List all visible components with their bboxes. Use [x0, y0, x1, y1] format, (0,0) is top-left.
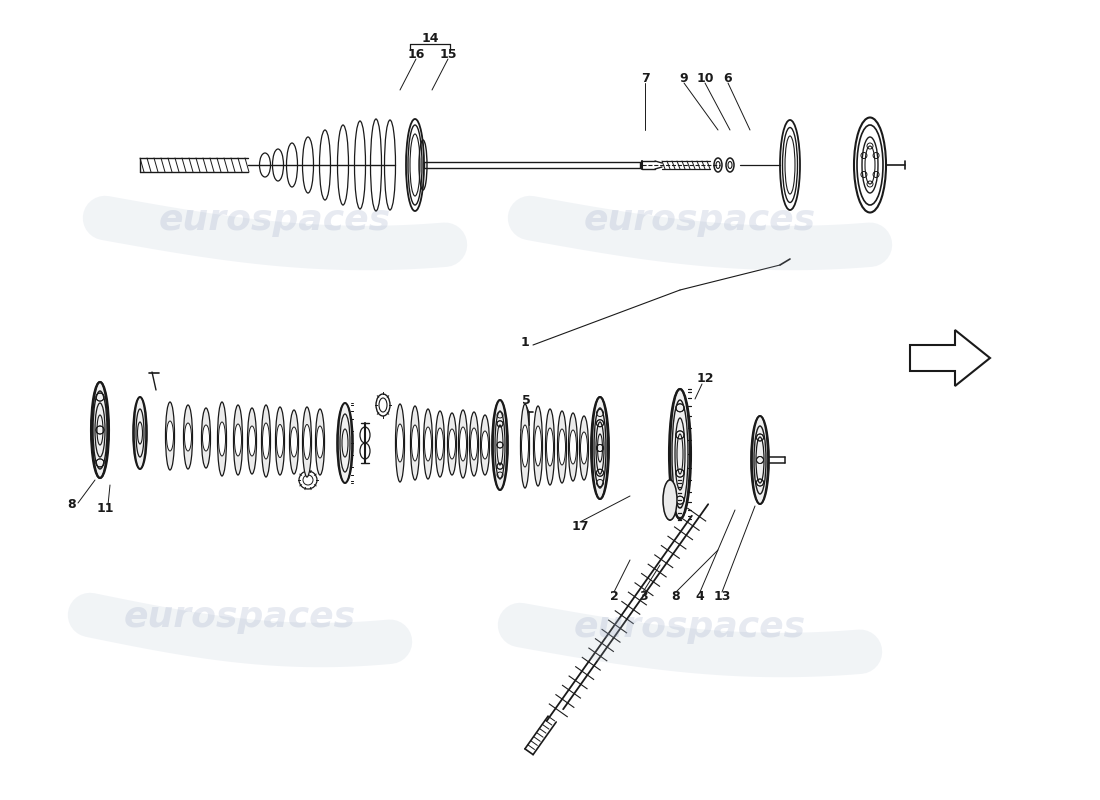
Ellipse shape — [448, 413, 456, 475]
Ellipse shape — [521, 425, 528, 467]
Text: 5: 5 — [521, 394, 530, 406]
Ellipse shape — [410, 406, 419, 480]
Ellipse shape — [569, 413, 578, 481]
Text: 14: 14 — [421, 31, 439, 45]
Ellipse shape — [411, 425, 418, 461]
Ellipse shape — [202, 425, 209, 451]
Ellipse shape — [449, 429, 455, 459]
Ellipse shape — [304, 425, 310, 459]
Ellipse shape — [559, 429, 565, 465]
Ellipse shape — [185, 423, 191, 451]
Ellipse shape — [580, 416, 588, 480]
Ellipse shape — [317, 426, 323, 458]
Ellipse shape — [482, 431, 488, 459]
Text: 17: 17 — [571, 521, 588, 534]
Ellipse shape — [459, 410, 468, 478]
Ellipse shape — [396, 404, 405, 482]
Text: 1: 1 — [520, 335, 529, 349]
Text: 15: 15 — [439, 49, 456, 62]
Ellipse shape — [437, 428, 443, 460]
Polygon shape — [910, 330, 990, 386]
Ellipse shape — [581, 432, 587, 464]
Ellipse shape — [520, 404, 529, 488]
Ellipse shape — [91, 382, 109, 478]
Ellipse shape — [316, 409, 324, 475]
Text: eurospaces: eurospaces — [584, 203, 816, 237]
Text: 8: 8 — [68, 498, 76, 511]
Ellipse shape — [218, 402, 227, 476]
Text: 3: 3 — [639, 590, 647, 603]
Text: 11: 11 — [97, 502, 113, 514]
Ellipse shape — [460, 427, 466, 461]
Ellipse shape — [133, 397, 147, 469]
Text: 16: 16 — [407, 49, 425, 62]
Ellipse shape — [425, 427, 431, 461]
Ellipse shape — [558, 411, 566, 483]
Ellipse shape — [534, 406, 542, 486]
Ellipse shape — [201, 408, 210, 468]
Text: eurospaces: eurospaces — [158, 203, 392, 237]
Ellipse shape — [471, 428, 477, 460]
Ellipse shape — [289, 410, 298, 474]
Text: 12: 12 — [696, 373, 714, 386]
Ellipse shape — [302, 407, 311, 477]
Text: 4: 4 — [695, 590, 704, 603]
Ellipse shape — [546, 409, 554, 485]
Ellipse shape — [470, 412, 478, 476]
Ellipse shape — [234, 424, 242, 456]
Ellipse shape — [184, 405, 192, 469]
Text: 7: 7 — [640, 71, 649, 85]
Ellipse shape — [337, 403, 353, 483]
Ellipse shape — [669, 389, 691, 519]
Text: 10: 10 — [696, 71, 714, 85]
Text: 9: 9 — [680, 71, 689, 85]
Ellipse shape — [547, 428, 553, 466]
Ellipse shape — [535, 426, 541, 466]
Text: 6: 6 — [724, 71, 733, 85]
Text: 8: 8 — [672, 590, 680, 603]
Ellipse shape — [492, 400, 508, 490]
Ellipse shape — [275, 407, 285, 475]
Ellipse shape — [165, 402, 175, 470]
Ellipse shape — [263, 423, 270, 459]
Ellipse shape — [249, 426, 255, 456]
Ellipse shape — [751, 416, 769, 504]
Ellipse shape — [219, 422, 225, 456]
Ellipse shape — [248, 408, 256, 474]
Ellipse shape — [570, 430, 576, 464]
Ellipse shape — [233, 405, 242, 475]
Ellipse shape — [262, 405, 271, 477]
Ellipse shape — [663, 480, 676, 520]
Ellipse shape — [436, 411, 444, 477]
Ellipse shape — [166, 421, 174, 451]
Ellipse shape — [591, 397, 609, 499]
Text: 13: 13 — [713, 590, 730, 603]
Ellipse shape — [396, 424, 404, 462]
Ellipse shape — [276, 425, 284, 458]
Ellipse shape — [290, 427, 297, 457]
Ellipse shape — [481, 415, 490, 475]
Text: 2: 2 — [609, 590, 618, 603]
Text: eurospaces: eurospaces — [124, 600, 356, 634]
Ellipse shape — [424, 409, 432, 479]
Text: eurospaces: eurospaces — [574, 610, 806, 644]
